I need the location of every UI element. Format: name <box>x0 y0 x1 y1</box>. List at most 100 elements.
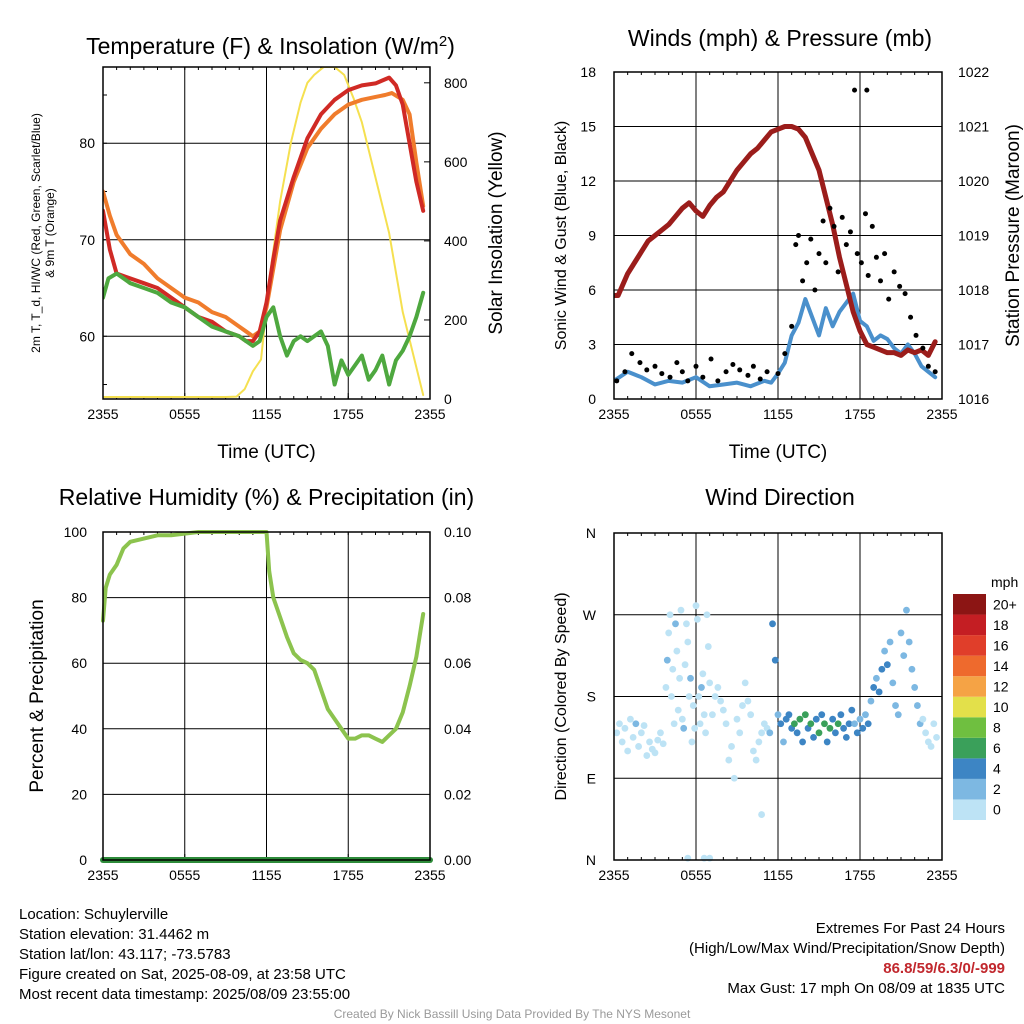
direction-point <box>818 711 826 719</box>
direction-point <box>672 620 679 628</box>
colorbar-label: 10 <box>993 699 1009 715</box>
gust-point <box>614 378 620 384</box>
direction-point <box>834 720 842 728</box>
y-tick-label: 70 <box>79 232 95 248</box>
gust-point <box>854 251 860 257</box>
y2-tick-label: 0.02 <box>444 786 471 802</box>
direction-point <box>823 738 831 746</box>
gust-point <box>831 223 837 229</box>
direction-point <box>758 811 765 818</box>
direction-point <box>889 679 897 687</box>
x-tick-label: 0555 <box>680 867 711 883</box>
temperature-panel: 2355 0555 1155 1755 23556070800200400600800T… <box>29 33 507 464</box>
gust-point <box>920 345 926 351</box>
direction-point <box>747 711 755 719</box>
info-elevation: Station elevation: 31.4462 m <box>19 926 210 943</box>
direction-point <box>677 606 685 614</box>
direction-point <box>624 747 632 755</box>
credit-line: Created By Nick Bassill Using Data Provi… <box>333 1007 691 1021</box>
gust-point <box>652 363 658 369</box>
direction-point <box>725 756 733 764</box>
gust-point <box>800 278 806 284</box>
x-tick-label: 1755 <box>844 406 875 422</box>
direction-point <box>848 706 856 714</box>
series-line-3 <box>103 271 426 387</box>
direction-point <box>837 711 845 719</box>
direction-point <box>919 715 927 723</box>
plot-frame <box>613 71 943 400</box>
gust-point <box>708 356 714 362</box>
direction-point <box>717 697 724 705</box>
direction-point <box>842 733 850 741</box>
direction-point <box>927 743 935 750</box>
x-tick-label: 1755 <box>333 867 364 883</box>
y2-tick-label: 1018 <box>958 282 989 298</box>
direction-point <box>688 738 696 746</box>
gust-point <box>882 251 888 257</box>
y-axis-label: Percent & Precipitation <box>27 599 48 792</box>
gust-point <box>750 363 756 369</box>
direction-point <box>696 720 704 728</box>
extremes-values: 86.8/59/6.3/0/-999 <box>883 960 1005 977</box>
direction-point <box>829 715 837 723</box>
direction-point <box>687 674 694 682</box>
gust-point <box>804 260 810 266</box>
y-tick-label: 80 <box>71 590 87 606</box>
humidity-line <box>101 530 426 744</box>
x-tick-label: 2355 <box>87 406 118 422</box>
direction-point <box>643 752 651 759</box>
y2-axis-label: Station Pressure (Maroon) <box>1003 124 1024 347</box>
y2-tick-label: 600 <box>444 154 468 170</box>
y2-tick-label: 1021 <box>958 119 989 135</box>
y-tick-label: 3 <box>588 337 596 353</box>
direction-point <box>867 697 875 705</box>
y2-tick-label: 0.06 <box>444 655 471 671</box>
pressure-line <box>614 124 938 358</box>
direction-point <box>758 729 765 737</box>
direction-point <box>892 702 899 709</box>
y2-axis-label-text: Station Pressure (Maroon) <box>1003 124 1024 347</box>
y2-tick-label: 0.08 <box>444 590 471 606</box>
direction-point <box>741 679 749 687</box>
direction-point <box>706 679 714 687</box>
direction-point <box>711 693 719 700</box>
direction-point <box>870 684 878 691</box>
gust-point <box>843 242 849 248</box>
colorbar-label: 16 <box>993 637 1009 653</box>
direction-point <box>908 665 916 673</box>
gust-point <box>835 269 841 275</box>
y-axis-label-text: Sonic Wind & Gust (Blue, Black) <box>553 121 570 350</box>
direction-point <box>733 715 741 723</box>
gust-point <box>637 360 643 366</box>
direction-point <box>774 711 782 719</box>
direction-point <box>793 729 801 737</box>
direction-point <box>714 684 722 691</box>
plot-frame <box>102 66 431 400</box>
colorbar-swatch <box>953 778 986 800</box>
gust-point <box>793 242 799 248</box>
y-tick-label: 0 <box>79 852 87 868</box>
direction-point <box>766 729 774 737</box>
colorbar-label: 6 <box>993 740 1001 756</box>
temperature-series <box>103 67 426 399</box>
direction-point <box>791 720 798 728</box>
direction-point <box>654 736 662 744</box>
y-axis-label-text: Direction (Colored By Speed) <box>553 592 570 800</box>
direction-point <box>719 706 727 714</box>
gust-point <box>745 372 751 378</box>
gust-point <box>932 369 938 375</box>
y-tick-label: 6 <box>588 282 596 298</box>
direction-point <box>873 674 880 682</box>
gust-point <box>622 369 628 375</box>
direction-point <box>637 729 645 737</box>
gust-point <box>891 269 897 275</box>
gust-point <box>858 260 864 266</box>
chart-title: Wind Direction <box>705 484 855 510</box>
gust-point <box>659 371 665 377</box>
direction-point <box>669 665 677 673</box>
series-line-0 <box>103 67 425 399</box>
gust-point <box>820 218 826 224</box>
x-tick-label: 2355 <box>926 867 957 883</box>
y2-tick-label: 0.04 <box>444 721 471 737</box>
